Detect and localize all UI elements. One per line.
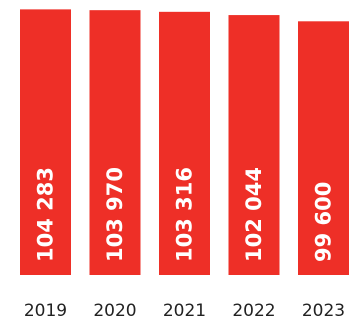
bar-value-label-2022: 102 044 <box>242 167 266 262</box>
x-tick-label-2023: 2023 <box>302 301 345 321</box>
x-tick-label-2019: 2019 <box>24 301 67 321</box>
x-tick-label-2020: 2020 <box>93 301 136 321</box>
bar-2021 <box>159 11 210 275</box>
bar-value-label-2021: 103 316 <box>173 167 197 262</box>
bar-value-label-2023: 99 600 <box>312 182 336 262</box>
bar-2023 <box>298 21 349 276</box>
x-tick-label-2022: 2022 <box>232 301 275 321</box>
x-tick-label-2021: 2021 <box>163 301 206 321</box>
bar-2022 <box>228 15 280 276</box>
bar-2019 <box>20 9 71 275</box>
bar-value-label-2019: 104 283 <box>34 167 58 262</box>
bar-value-label-2020: 103 970 <box>103 167 127 262</box>
bar-2020 <box>89 10 141 276</box>
